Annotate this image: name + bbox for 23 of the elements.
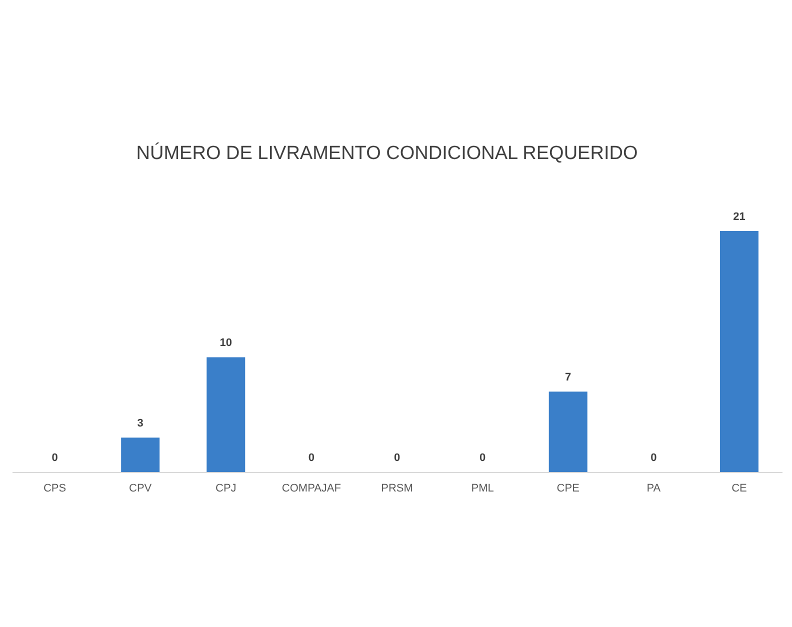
x-tick-label: PA — [646, 482, 662, 494]
x-tick-label: PML — [471, 482, 494, 494]
x-tick-label: CE — [732, 482, 747, 494]
data-label: 0 — [479, 452, 486, 464]
x-tick-label: COMPAJAF — [282, 482, 342, 494]
bar — [720, 231, 758, 472]
data-label: 3 — [137, 418, 144, 430]
data-label: 0 — [650, 452, 657, 464]
chart-title: NÚMERO DE LIVRAMENTO CONDICIONAL REQUERIDO — [136, 142, 638, 164]
bar — [548, 392, 588, 472]
x-tick-label: CPE — [556, 482, 580, 494]
data-label: 0 — [308, 452, 315, 464]
x-tick-label: PRSM — [381, 482, 413, 494]
data-label: 0 — [394, 452, 400, 464]
data-label: 10 — [220, 337, 232, 350]
x-tick-label: CPV — [129, 482, 152, 494]
data-label: 7 — [565, 372, 572, 384]
bar — [121, 438, 160, 472]
bar — [206, 357, 246, 472]
x-tick-label: CPJ — [216, 482, 236, 494]
data-label: 0 — [52, 452, 58, 464]
x-tick-label: CPS — [43, 482, 66, 494]
data-label: 21 — [733, 211, 746, 223]
